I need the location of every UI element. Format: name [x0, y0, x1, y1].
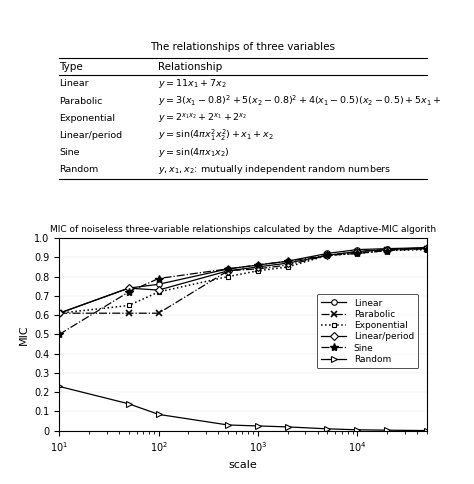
Exponential: [156, 289, 162, 295]
Parabolic: [285, 262, 291, 268]
Text: $y = \sin(4\pi x_1^2 x_2^2) + x_1 + x_2$: $y = \sin(4\pi x_1^2 x_2^2) + x_1 + x_2$: [158, 128, 274, 143]
Linear: [56, 310, 62, 316]
Linear/period: [56, 310, 62, 316]
Line: Random: Random: [56, 384, 429, 433]
Linear: [324, 251, 330, 257]
Parabolic: [56, 310, 62, 316]
Random: [285, 424, 291, 430]
Linear/period: [225, 268, 231, 274]
Line: Parabolic: Parabolic: [56, 245, 430, 317]
Parabolic: [384, 247, 390, 253]
Text: Sine: Sine: [59, 148, 80, 157]
Linear: [285, 258, 291, 264]
Random: [126, 401, 131, 407]
Linear: [126, 285, 131, 291]
Linear: [225, 266, 231, 272]
Sine: [225, 266, 231, 272]
Text: Random: Random: [59, 166, 99, 174]
Linear/period: [384, 247, 390, 253]
Linear/period: [355, 249, 360, 255]
Random: [424, 428, 429, 434]
Line: Exponential: Exponential: [57, 247, 429, 316]
Linear: [424, 245, 429, 251]
Text: $y = 3(x_1 - 0.8)^2 + 5(x_2 - 0.8)^2 + 4(x_1 - 0.5)(x_2 - 0.5) + 5x_1 +$: $y = 3(x_1 - 0.8)^2 + 5(x_2 - 0.8)^2 + 4…: [158, 94, 442, 108]
Random: [384, 427, 390, 433]
Linear/period: [285, 260, 291, 266]
Sine: [156, 275, 162, 281]
Linear/period: [156, 287, 162, 293]
Linear/period: [126, 285, 131, 291]
Linear/period: [324, 253, 330, 258]
X-axis label: scale: scale: [228, 460, 257, 470]
Text: Parabolic: Parabolic: [59, 97, 103, 106]
Text: Type: Type: [59, 61, 83, 72]
Sine: [384, 248, 390, 254]
Exponential: [424, 247, 429, 253]
Text: Linear: Linear: [59, 79, 89, 89]
Linear: [384, 246, 390, 252]
Exponential: [355, 251, 360, 257]
Linear/period: [424, 245, 429, 251]
Random: [156, 411, 162, 417]
Random: [355, 427, 360, 433]
Parabolic: [255, 266, 261, 272]
Parabolic: [355, 249, 360, 255]
Sine: [324, 253, 330, 258]
Line: Linear: Linear: [56, 245, 429, 316]
Random: [56, 383, 62, 389]
Exponential: [285, 264, 291, 270]
Text: Exponential: Exponential: [59, 114, 115, 123]
Exponential: [225, 273, 231, 279]
Sine: [424, 246, 429, 252]
Text: Relationship: Relationship: [158, 61, 223, 72]
Linear: [255, 262, 261, 268]
Text: The relationships of three variables: The relationships of three variables: [150, 42, 336, 52]
Parabolic: [225, 268, 231, 274]
Sine: [355, 251, 360, 257]
Linear/period: [255, 264, 261, 270]
Text: $y = 2^{x_1 x_2} + 2^{x_1} + 2^{x_2}$: $y = 2^{x_1 x_2} + 2^{x_1} + 2^{x_2}$: [158, 111, 248, 125]
Exponential: [384, 248, 390, 254]
Text: $y, x_1, x_2$: mutually independent random numbers: $y, x_1, x_2$: mutually independent rand…: [158, 164, 392, 177]
Exponential: [126, 302, 131, 308]
Text: $y = 11x_1 + 7x_2$: $y = 11x_1 + 7x_2$: [158, 77, 227, 91]
Y-axis label: MIC: MIC: [18, 324, 28, 345]
Line: Sine: Sine: [55, 244, 431, 339]
Exponential: [56, 310, 62, 316]
Random: [225, 422, 231, 428]
Line: Linear/period: Linear/period: [56, 245, 429, 316]
Text: Linear/period: Linear/period: [59, 131, 122, 140]
Random: [324, 426, 330, 432]
Sine: [56, 332, 62, 337]
Linear: [156, 281, 162, 287]
Parabolic: [324, 253, 330, 258]
Linear: [355, 247, 360, 253]
Legend: Linear, Parabolic, Exponential, Linear/period, Sine, Random: Linear, Parabolic, Exponential, Linear/p…: [317, 294, 419, 368]
Parabolic: [424, 246, 429, 252]
Sine: [126, 289, 131, 295]
Sine: [285, 258, 291, 264]
Sine: [255, 262, 261, 268]
Title: MIC of noiseless three-variable relationships calculated by the  Adaptive-MIC al: MIC of noiseless three-variable relation…: [50, 226, 436, 234]
Parabolic: [126, 310, 131, 316]
Exponential: [324, 253, 330, 258]
Text: $y = \sin(4\pi x_1 x_2)$: $y = \sin(4\pi x_1 x_2)$: [158, 146, 230, 159]
Random: [255, 423, 261, 429]
Exponential: [255, 268, 261, 274]
Parabolic: [156, 310, 162, 316]
